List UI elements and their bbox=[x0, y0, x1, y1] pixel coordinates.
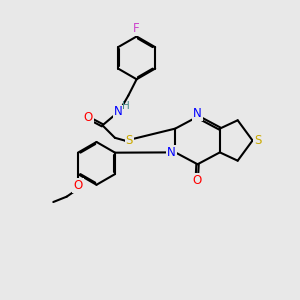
Text: H: H bbox=[122, 101, 130, 111]
Text: S: S bbox=[125, 134, 133, 147]
Text: S: S bbox=[254, 134, 262, 147]
Text: O: O bbox=[192, 173, 202, 187]
Text: F: F bbox=[133, 22, 140, 34]
Text: O: O bbox=[73, 179, 83, 192]
Text: O: O bbox=[84, 111, 93, 124]
Text: N: N bbox=[193, 106, 202, 120]
Text: N: N bbox=[167, 146, 176, 159]
Text: N: N bbox=[113, 106, 122, 118]
